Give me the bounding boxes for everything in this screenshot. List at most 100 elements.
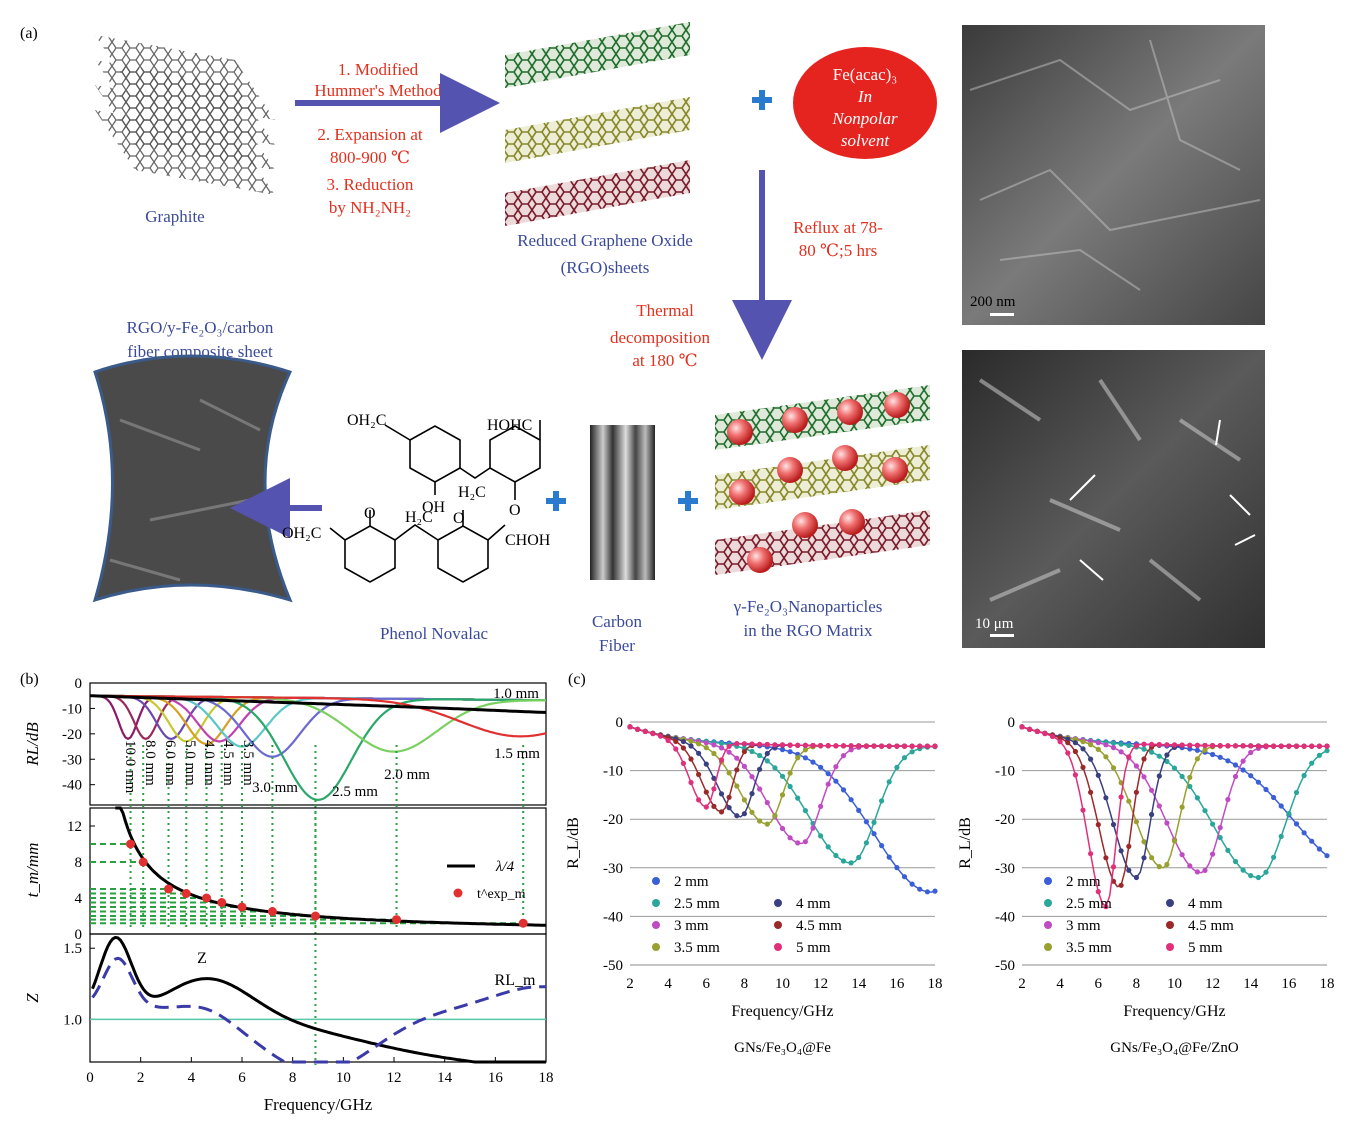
data-marker: [718, 745, 725, 751]
panel-b: (b) 0 -10 -20 -30 -40 RL/dB 10.0 mm 8.0 mm 6.0 m…: [20, 671, 554, 1114]
sem-image-top: [962, 25, 1265, 325]
data-marker: [825, 844, 831, 850]
data-marker: [1187, 774, 1193, 781]
panel-c-right-chart: 0 -10 -20 -30 -40 -502 4 6 8 10 12 14 16 18 R_L/dB Freq…: [957, 715, 1335, 1056]
data-marker: [1225, 743, 1231, 749]
panel-c-left-chart: 0 -10 -20 -30 -40 -502 4 6 8 10 12 14 16 18 R_L/dB Freq…: [565, 715, 943, 1056]
data-marker: [1194, 742, 1200, 749]
data-marker: [749, 791, 755, 797]
data-marker: [757, 741, 763, 747]
data-point: [392, 915, 402, 925]
data-marker: [856, 807, 862, 814]
x-tick-label: 4: [1056, 976, 1064, 992]
data-marker: [757, 818, 763, 824]
plot-frame: [89, 682, 547, 806]
data-marker: [909, 749, 915, 755]
series-label: 2.0 mm: [384, 767, 430, 783]
rgo-nanoparticles: [715, 385, 930, 575]
data-marker: [1095, 822, 1101, 828]
data-marker: [901, 743, 908, 749]
rgo-sheets: [505, 22, 690, 226]
plot-frame: [89, 933, 547, 1063]
chem-label: OH₂C: [282, 525, 321, 542]
data-marker: [726, 770, 732, 776]
data-marker: [795, 840, 801, 846]
x-tick-label: 14: [851, 976, 867, 992]
data-marker: [1316, 752, 1322, 758]
y-tick-label: -50: [995, 958, 1015, 974]
data-marker: [1301, 743, 1307, 749]
data-marker: [1225, 758, 1231, 764]
data-marker: [1286, 743, 1292, 749]
data-marker: [810, 759, 816, 765]
data-marker: [894, 764, 900, 771]
reflux-label: Reflux at 78-: [793, 218, 883, 237]
series-label: 5.0 mm: [182, 740, 198, 786]
sem-scale-2: 10 μm: [975, 616, 1014, 632]
x-tick-label: 2: [137, 1070, 145, 1086]
data-marker: [1240, 743, 1246, 749]
data-marker: [1110, 740, 1117, 746]
data-marker: [703, 745, 709, 751]
legend-swatch: [1044, 921, 1052, 929]
data-marker: [1118, 749, 1124, 755]
data-marker: [764, 741, 770, 748]
data-marker: [642, 728, 648, 735]
plus-icon: [752, 90, 772, 110]
data-marker: [627, 724, 633, 730]
data-marker: [734, 783, 740, 789]
data-point: [126, 839, 136, 849]
data-marker: [1263, 786, 1269, 793]
data-marker: [1156, 741, 1162, 748]
data-marker: [1255, 743, 1261, 749]
data-marker: [696, 741, 702, 747]
data-marker: [1088, 742, 1094, 748]
chem-label: H₂C: [458, 484, 486, 501]
data-point: [237, 902, 247, 912]
data-marker: [711, 803, 717, 810]
data-marker: [635, 726, 641, 732]
data-marker: [840, 858, 847, 864]
x-tick-label: 8: [1133, 976, 1141, 992]
x-tick-label: 18: [928, 976, 943, 992]
y-axis-label: R_L/dB: [957, 817, 974, 869]
data-point: [310, 911, 320, 921]
data-marker: [833, 764, 839, 770]
data-marker: [1248, 873, 1254, 879]
data-marker: [1263, 743, 1269, 749]
data-marker: [711, 742, 717, 748]
step-line: 800-900 ℃: [330, 148, 410, 167]
data-marker: [787, 742, 793, 748]
data-point: [518, 918, 528, 928]
data-marker: [1103, 855, 1109, 861]
plus-icon: [546, 491, 566, 511]
data-marker: [1156, 753, 1162, 759]
curve-label: Z: [197, 950, 207, 967]
data-marker: [1194, 756, 1200, 762]
data-marker: [1164, 861, 1170, 868]
legend-swatch: [774, 921, 782, 929]
legend-label: 5 mm: [796, 940, 831, 956]
data-marker: [1103, 754, 1109, 760]
data-marker: [1110, 864, 1117, 870]
fe-acac-label: Nonpolar: [831, 109, 898, 128]
y-tick-label: -40: [62, 778, 82, 794]
legend-swatch: [652, 943, 660, 951]
data-marker: [1194, 747, 1200, 753]
y-tick-label: -20: [603, 812, 623, 828]
x-tick-label: 8: [741, 976, 749, 992]
data-marker: [1271, 794, 1277, 801]
data-marker: [787, 835, 793, 841]
data-marker: [924, 889, 931, 895]
data-marker: [1179, 742, 1185, 748]
data-marker: [810, 825, 816, 831]
data-marker: [734, 813, 740, 819]
data-point: [138, 857, 148, 867]
data-marker: [1194, 869, 1200, 875]
scale-bar: [990, 313, 1014, 316]
data-marker: [886, 779, 892, 785]
data-marker: [1103, 742, 1109, 748]
data-marker: [1248, 749, 1254, 756]
data-marker: [833, 852, 839, 859]
scale-bar: [990, 634, 1014, 637]
